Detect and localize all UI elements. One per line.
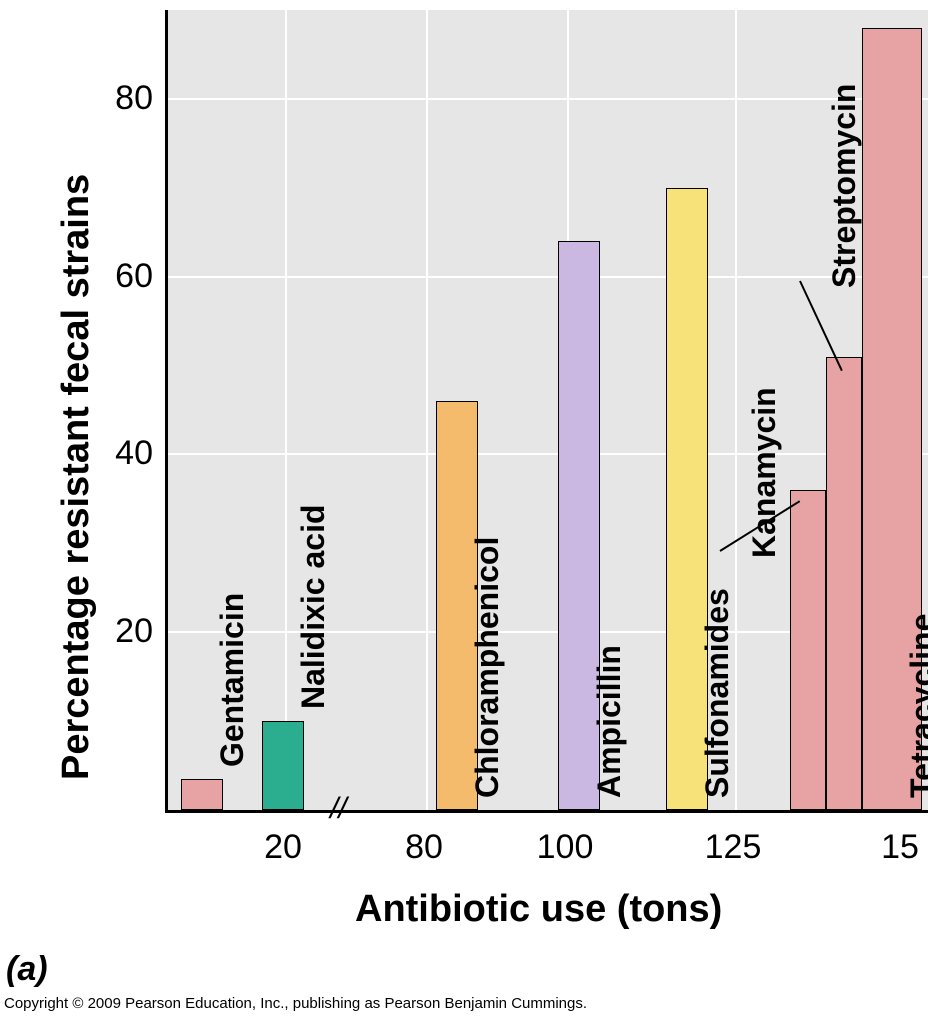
gridline-h	[168, 453, 928, 455]
x-tick-label: 15	[860, 828, 928, 867]
bar-label: Gentamicin	[214, 593, 251, 767]
gridline-h	[168, 98, 928, 100]
bar-kanamycin	[790, 490, 826, 810]
bar-label: Chloramphenicol	[469, 537, 506, 798]
x-tick-label: 80	[384, 828, 464, 867]
y-tick-label: 20	[83, 612, 153, 651]
bar-label: Ampicillin	[591, 645, 628, 798]
bar-nalidixic-acid	[262, 721, 304, 810]
x-tick-label: 100	[525, 828, 605, 867]
gridline-v	[285, 10, 287, 810]
copyright-text: Copyright © 2009 Pearson Education, Inc.…	[4, 995, 587, 1012]
y-tick-label: 40	[83, 434, 153, 473]
bar-label: Streptomycin	[826, 84, 863, 288]
bar-label: Sulfonamides	[699, 588, 736, 798]
x-axis-title: Antibiotic use (tons)	[355, 888, 722, 931]
x-tick-label: 125	[693, 828, 773, 867]
bar-label: Kanamycin	[746, 387, 783, 558]
y-tick-label: 60	[83, 257, 153, 296]
y-tick-label: 80	[83, 79, 153, 118]
gridline-h	[168, 276, 928, 278]
panel-label: (a)	[6, 950, 48, 989]
axis-break-icon: //	[330, 792, 347, 826]
x-tick-label: 20	[243, 828, 323, 867]
bar-gentamicin	[181, 779, 223, 810]
bar-label: Nalidixic acid	[295, 505, 332, 710]
antibiotic-resistance-chart: Percentage resistant fecal strains Antib…	[0, 0, 928, 1034]
bar-label: Tetracycline	[904, 614, 928, 798]
gridline-v	[426, 10, 428, 810]
bar-streptomycin	[826, 357, 862, 810]
